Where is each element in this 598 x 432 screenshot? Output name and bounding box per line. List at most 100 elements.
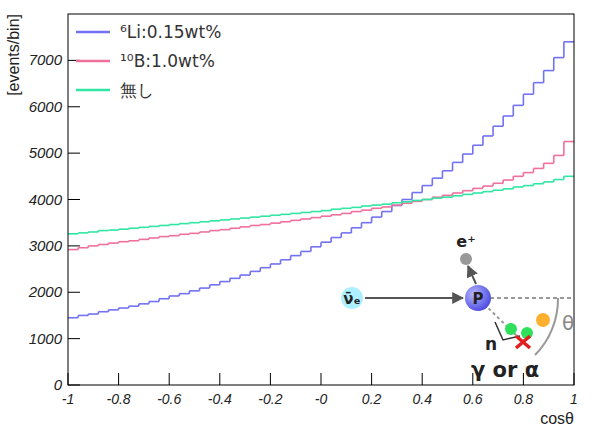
reference-line xyxy=(490,297,574,299)
histogram-bin xyxy=(200,231,210,233)
histogram-bin xyxy=(382,211,392,213)
capture-product xyxy=(536,313,550,327)
y-tick xyxy=(68,199,80,200)
histogram-bin xyxy=(503,179,513,181)
histogram-bin xyxy=(200,287,210,289)
histogram-bin xyxy=(473,144,483,146)
histogram-bin xyxy=(361,205,371,207)
histogram-bin xyxy=(68,233,78,235)
histogram-bin xyxy=(534,82,544,84)
y-tick-label: 7000 xyxy=(29,51,63,68)
histogram-bin xyxy=(422,199,432,201)
histogram-bin xyxy=(169,235,179,237)
histogram-bin xyxy=(189,290,199,292)
histogram-bin xyxy=(78,315,88,317)
histogram-bin xyxy=(402,201,412,203)
histogram-bin xyxy=(159,225,169,227)
plot-marks xyxy=(68,42,574,318)
histogram-bin xyxy=(149,301,159,303)
histogram-bin xyxy=(554,57,564,59)
y-tick-label: 1000 xyxy=(29,330,63,347)
step-riser xyxy=(78,142,564,250)
histogram-bin xyxy=(523,172,533,174)
histogram-bin xyxy=(240,217,250,219)
histogram-bin xyxy=(321,215,331,217)
histogram-bin xyxy=(281,221,291,223)
angle-arc xyxy=(535,298,558,355)
x-tick-label: -0.6 xyxy=(157,391,181,407)
histogram-bin xyxy=(331,208,341,210)
histogram-bin xyxy=(159,236,169,238)
histogram-bin xyxy=(361,209,371,211)
histogram-bin xyxy=(220,219,230,221)
positron xyxy=(460,253,472,265)
histogram-bin xyxy=(372,208,382,210)
histogram-bin xyxy=(392,205,402,207)
annotation: n xyxy=(485,334,497,354)
histogram-bin xyxy=(402,199,412,201)
x-tick xyxy=(270,373,271,385)
histogram-bin xyxy=(392,204,402,206)
histogram-bin xyxy=(523,93,533,95)
histogram-bin xyxy=(361,222,371,224)
legend-label: ¹⁰B:1.0wt% xyxy=(120,51,215,71)
background xyxy=(0,0,598,432)
histogram-bin xyxy=(210,284,220,286)
y-tick-label: 5000 xyxy=(29,144,63,161)
histogram-bin xyxy=(189,233,199,235)
histogram-bin xyxy=(88,245,98,247)
x-tick-label: 0.2 xyxy=(362,391,382,407)
histogram-bin xyxy=(463,194,473,196)
histogram-bin xyxy=(483,185,493,187)
histogram-bin xyxy=(281,259,291,261)
histogram-bin xyxy=(210,230,220,232)
histogram-bin xyxy=(108,229,118,231)
histogram-bin xyxy=(260,267,270,269)
x-tick xyxy=(169,373,170,385)
histogram-bin xyxy=(210,220,220,222)
plot-frame xyxy=(68,14,574,385)
y-tick xyxy=(68,292,80,293)
histogram-bin xyxy=(351,211,361,213)
histogram-bin xyxy=(291,213,301,215)
histogram-bin xyxy=(493,189,503,191)
histogram-bin xyxy=(331,214,341,216)
histogram-bin xyxy=(129,305,139,307)
histogram-bin xyxy=(270,222,280,224)
histogram-bin xyxy=(108,242,118,244)
histogram-bin xyxy=(250,271,260,273)
histogram-bin xyxy=(412,201,422,203)
legend-label: 無し xyxy=(120,80,154,100)
histogram-bin xyxy=(129,227,139,229)
histogram-bin xyxy=(341,213,351,215)
x-tick-label: 0.6 xyxy=(463,391,483,407)
histogram-bin xyxy=(301,218,311,220)
histogram-bin xyxy=(453,195,463,197)
x-tick xyxy=(321,373,322,385)
histogram-bin xyxy=(442,196,452,198)
histogram-bin xyxy=(189,222,199,224)
histogram-bin xyxy=(422,185,432,187)
histogram-bin xyxy=(179,223,189,225)
y-tick xyxy=(68,245,80,246)
chart: 01000200030004000500060007000-1-0.8-0.6-… xyxy=(0,0,598,432)
histogram-bin xyxy=(291,220,301,222)
histogram-bin xyxy=(483,135,493,137)
histogram-bin xyxy=(432,196,442,198)
y-tick-label: 6000 xyxy=(29,98,63,115)
histogram-bin xyxy=(463,190,473,192)
legend-swatch xyxy=(76,89,110,92)
histogram-bin xyxy=(230,278,240,280)
histogram-bin xyxy=(119,307,129,309)
x-axis-title: cosθ xyxy=(540,410,574,427)
histogram-bin xyxy=(544,70,554,72)
histogram-bin xyxy=(220,229,230,231)
histogram-bin xyxy=(351,207,361,209)
histogram-bin xyxy=(281,214,291,216)
histogram-bin xyxy=(564,141,574,143)
annotation: γ or α xyxy=(471,358,539,382)
x-tick xyxy=(371,373,372,385)
x-tick-label: 1 xyxy=(570,391,578,407)
step-riser xyxy=(78,176,564,234)
neutrino-dot xyxy=(341,287,363,309)
